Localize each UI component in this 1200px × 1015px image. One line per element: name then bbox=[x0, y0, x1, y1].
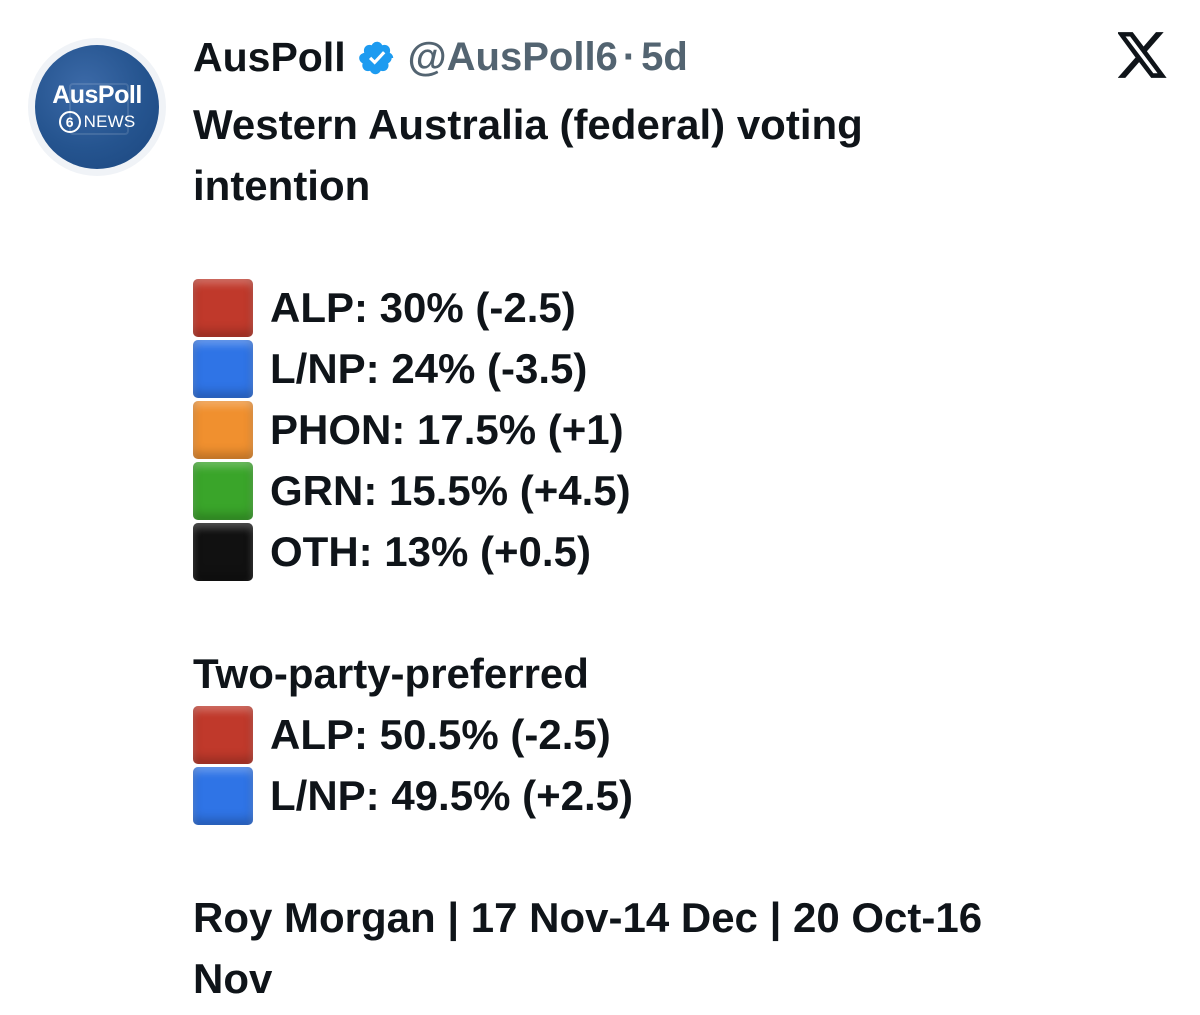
avatar-logo: AusPoll 6 NEWS bbox=[35, 45, 159, 169]
x-logo-icon[interactable] bbox=[1118, 32, 1168, 78]
primary-vote-line: ALP: 30% (-2.5) bbox=[193, 277, 1153, 338]
primary-vote-label: L/NP: 24% (-3.5) bbox=[270, 345, 588, 392]
separator-dot: · bbox=[622, 35, 637, 79]
primary-vote-label: GRN: 15.5% (+4.5) bbox=[270, 467, 631, 514]
blank-line bbox=[193, 582, 1153, 643]
source-line-1: Roy Morgan | 17 Nov-14 Dec | 20 Oct-16 bbox=[193, 894, 983, 941]
avatar-logo-sub: 6 NEWS bbox=[58, 111, 136, 133]
tweet-header: AusPoll @AusPoll6 · 5d bbox=[193, 34, 688, 81]
avatar-logo-number: 6 bbox=[58, 111, 81, 133]
source-line-2: Nov bbox=[193, 955, 273, 1002]
blank-line bbox=[193, 826, 1153, 887]
primary-vote-line: L/NP: 24% (-3.5) bbox=[193, 338, 1153, 399]
tpp-line: L/NP: 49.5% (+2.5) bbox=[193, 765, 1153, 826]
post-time[interactable]: 5d bbox=[641, 35, 688, 79]
black-square-icon bbox=[193, 522, 253, 581]
green-square-icon bbox=[193, 461, 253, 520]
blank-line bbox=[193, 216, 1153, 277]
tpp-line: ALP: 50.5% (-2.5) bbox=[193, 704, 1153, 765]
primary-vote-line: GRN: 15.5% (+4.5) bbox=[193, 460, 1153, 521]
title-line-1: Western Australia (federal) voting bbox=[193, 101, 863, 148]
title-line-2: intention bbox=[193, 162, 371, 209]
primary-vote-line: PHON: 17.5% (+1) bbox=[193, 399, 1153, 460]
user-handle[interactable]: @AusPoll6 bbox=[407, 35, 618, 79]
verified-badge-icon bbox=[358, 39, 396, 77]
red-square-icon bbox=[193, 705, 253, 764]
display-name[interactable]: AusPoll bbox=[193, 34, 346, 80]
blue-square-icon bbox=[193, 766, 253, 825]
tweet-text: Western Australia (federal) voting inten… bbox=[193, 94, 1153, 1009]
primary-vote-label: ALP: 30% (-2.5) bbox=[270, 284, 576, 331]
tpp-heading: Two-party-preferred bbox=[193, 650, 589, 697]
avatar[interactable]: AusPoll 6 NEWS bbox=[28, 38, 166, 176]
ballot-box-graphic bbox=[69, 83, 129, 135]
orange-square-icon bbox=[193, 400, 253, 459]
avatar-logo-name: AusPoll bbox=[52, 81, 142, 109]
primary-vote-label: PHON: 17.5% (+1) bbox=[270, 406, 624, 453]
red-square-icon bbox=[193, 278, 253, 337]
avatar-logo-news: NEWS bbox=[83, 112, 136, 131]
tpp-label: ALP: 50.5% (-2.5) bbox=[270, 711, 611, 758]
blue-square-icon bbox=[193, 339, 253, 398]
primary-vote-line: OTH: 13% (+0.5) bbox=[193, 521, 1153, 582]
tpp-label: L/NP: 49.5% (+2.5) bbox=[270, 772, 633, 819]
primary-vote-label: OTH: 13% (+0.5) bbox=[270, 528, 591, 575]
